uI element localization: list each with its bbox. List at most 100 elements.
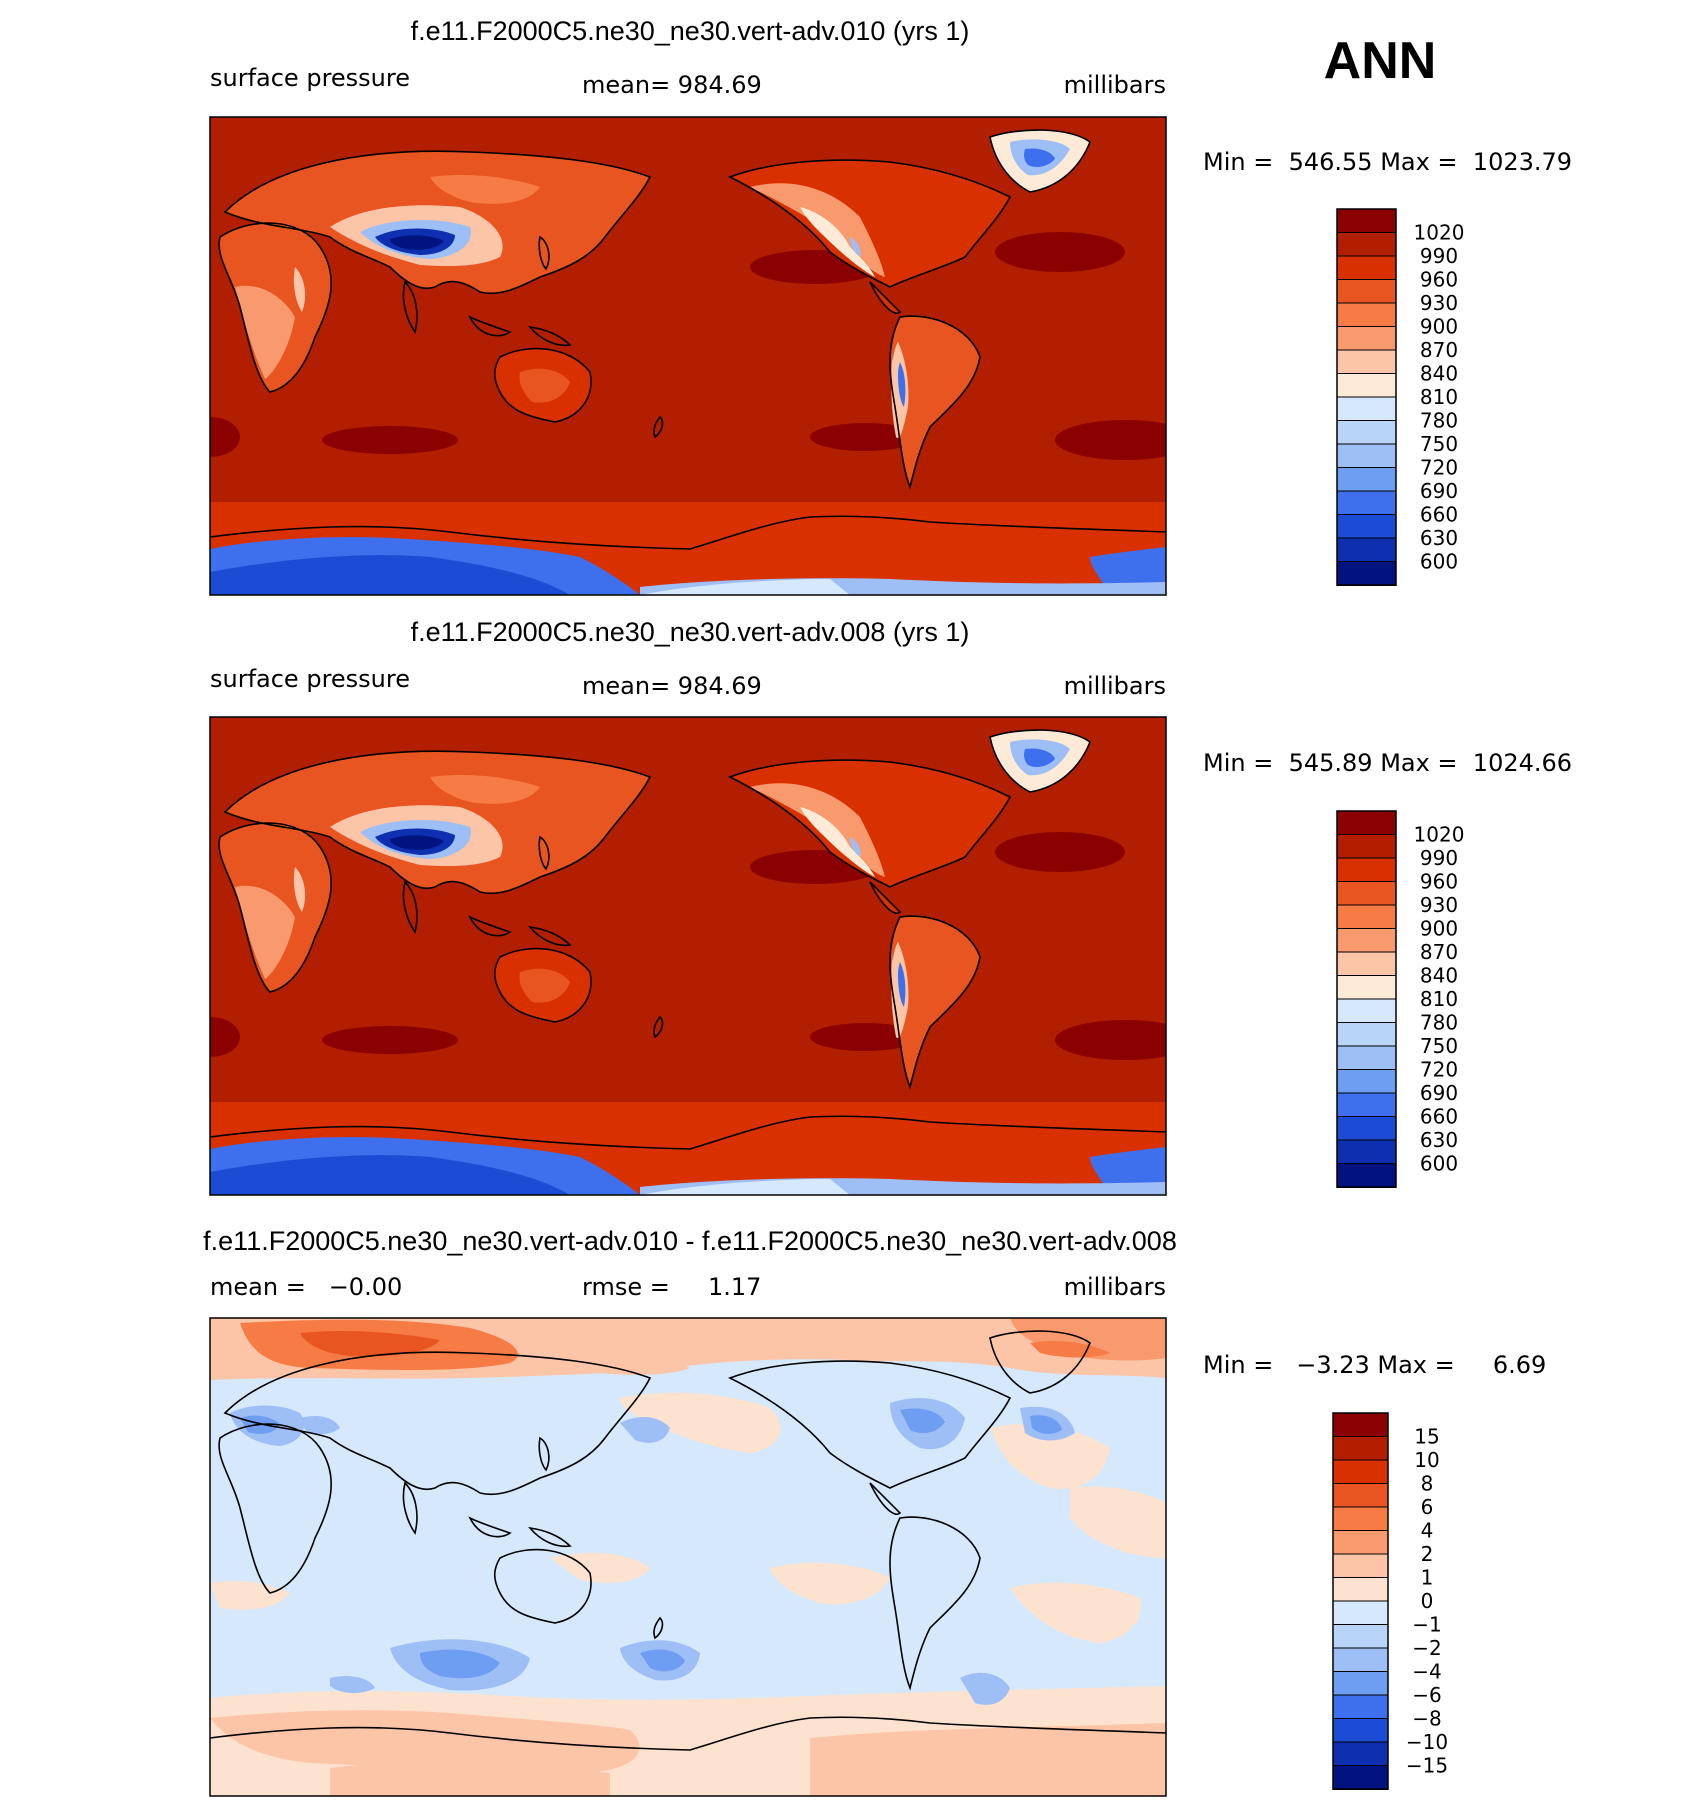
colorbar-tick-label: 870 [1420,338,1458,362]
colorbar-swatch [1336,1139,1397,1165]
colorbar-swatch [1336,810,1397,836]
colorbar-swatch [1336,490,1397,516]
colorbar-swatch [1336,881,1397,906]
colorbar-swatch [1332,1483,1389,1508]
colorbar-swatch [1336,349,1397,375]
colorbar-tick-label: 810 [1420,385,1458,409]
colorbar-swatch [1336,396,1397,422]
panel-3-stats: Min = −3.23 Max = 6.69 [1203,1351,1546,1379]
colorbar-swatch [1336,279,1397,304]
colorbar-swatch [1332,1530,1389,1555]
colorbar-swatch [1336,928,1397,953]
colorbar-swatch [1336,951,1397,977]
colorbar-tick-label: 840 [1420,362,1458,386]
panel-1-map [210,117,1166,595]
colorbar-swatch [1332,1647,1389,1673]
colorbar-tick-label: 930 [1420,291,1458,315]
colorbar-tick-label: 960 [1420,870,1458,894]
colorbar-swatch [1336,420,1397,445]
colorbar-swatch [1332,1600,1389,1626]
colorbar-swatch [1336,255,1397,281]
panel-2-mean-label: mean= 984.69 [582,672,762,700]
panel-2-colorbar: 1020990960930900870840810780750720690660… [1336,810,1465,1188]
colorbar-tick-label: 660 [1420,1105,1458,1129]
colorbar-tick-label: 780 [1420,409,1458,433]
colorbar-tick-label: 780 [1420,1011,1458,1035]
panel-2-units-label: millibars [1064,672,1166,700]
panel-1-title: f.e11.F2000C5.ne30_ne30.vert-adv.010 (yr… [411,16,970,46]
panel-3-units-label: millibars [1064,1273,1166,1301]
colorbar-swatch [1332,1671,1389,1696]
panel-1-frame [209,116,1167,596]
panel-1-units-label: millibars [1064,71,1166,99]
colorbar-tick-label: 720 [1420,1058,1458,1082]
panel-3-title: f.e11.F2000C5.ne30_ne30.vert-adv.010 - f… [203,1226,1177,1256]
panel-2-stats: Min = 545.89 Max = 1024.66 [1203,749,1572,777]
colorbar-swatch [1332,1577,1389,1602]
colorbar-swatch [1336,1045,1397,1071]
colorbar-swatch [1332,1624,1389,1649]
colorbar-tick-label: 1020 [1414,221,1465,245]
colorbar-tick-label: 1020 [1414,823,1465,847]
colorbar-tick-label: 4 [1421,1519,1434,1543]
colorbar-tick-label: 810 [1420,987,1458,1011]
panel-1: f.e11.F2000C5.ne30_ne30.vert-adv.010 (yr… [209,16,1572,596]
colorbar-swatch [1336,302,1397,328]
colorbar-tick-label: −15 [1406,1754,1448,1778]
colorbar-tick-label: 630 [1420,1128,1458,1152]
colorbar-swatch [1336,1116,1397,1141]
panel-2: f.e11.F2000C5.ne30_ne30.vert-adv.008 (yr… [209,617,1572,1196]
panel-2-left-label: surface pressure [210,665,410,693]
colorbar-swatch [1336,998,1397,1024]
colorbar-swatch [1332,1741,1389,1767]
colorbar-tick-label: 750 [1420,1034,1458,1058]
colorbar-tick-label: 990 [1420,244,1458,268]
colorbar-tick-label: 630 [1420,526,1458,550]
panel-2-frame [209,716,1167,1196]
colorbar-tick-label: −2 [1412,1636,1441,1660]
colorbar-tick-label: 690 [1420,1081,1458,1105]
colorbar-tick-label: 750 [1420,432,1458,456]
colorbar-tick-label: 0 [1421,1589,1434,1613]
colorbar-swatch [1336,326,1397,351]
season-label: ANN [1324,32,1437,90]
colorbar-swatch [1336,443,1397,469]
colorbar-tick-label: 870 [1420,940,1458,964]
colorbar-tick-label: −10 [1406,1730,1448,1754]
panel-1-colorbar: 1020990960930900870840810780750720690660… [1336,208,1465,586]
colorbar-swatch [1332,1694,1389,1720]
colorbar-swatch [1336,467,1397,492]
colorbar-swatch [1332,1765,1389,1790]
colorbar-tick-label: 600 [1420,550,1458,574]
colorbar-tick-label: 660 [1420,503,1458,527]
colorbar-tick-label: 900 [1420,315,1458,339]
colorbar-swatch [1332,1506,1389,1532]
colorbar-tick-label: −6 [1412,1683,1441,1707]
panel-3-rmse-label: rmse = 1.17 [582,1273,761,1301]
colorbar-tick-label: 840 [1420,964,1458,988]
colorbar-swatch [1332,1436,1389,1461]
colorbar-tick-label: −4 [1412,1660,1441,1684]
colorbar-swatch [1332,1459,1389,1485]
colorbar-tick-label: 930 [1420,893,1458,917]
colorbar-swatch [1332,1412,1389,1438]
colorbar-swatch [1332,1553,1389,1579]
panel-3-map [210,1318,1166,1796]
colorbar-tick-label: 1 [1421,1566,1434,1590]
colorbar-swatch [1336,1069,1397,1094]
colorbar-tick-label: 6 [1421,1495,1434,1519]
panel-1-left-label: surface pressure [210,64,410,92]
colorbar-tick-label: 600 [1420,1152,1458,1176]
panel-3-frame [209,1317,1167,1797]
colorbar-swatch [1336,208,1397,234]
colorbar-swatch [1336,834,1397,859]
colorbar-swatch [1336,514,1397,539]
colorbar-swatch [1336,857,1397,883]
colorbar-swatch [1336,537,1397,563]
colorbar-tick-label: −1 [1412,1613,1441,1637]
colorbar-tick-label: 15 [1414,1425,1439,1449]
panel-3: f.e11.F2000C5.ne30_ne30.vert-adv.010 - f… [203,1226,1546,1797]
colorbar-tick-label: 690 [1420,479,1458,503]
